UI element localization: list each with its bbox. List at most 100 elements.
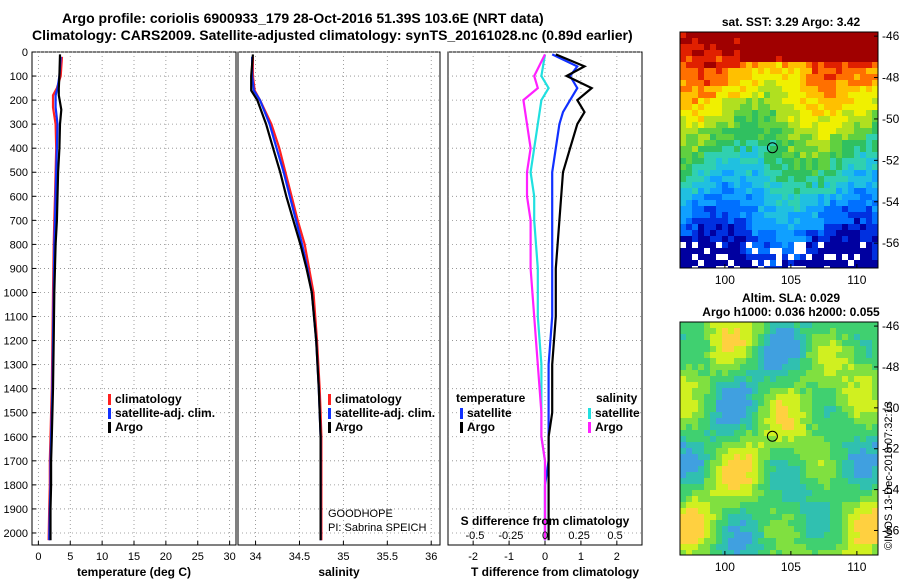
sla-heatmap-cell (746, 478, 752, 484)
sst-heatmap-cell (692, 218, 698, 224)
sla-heatmap-cell (728, 460, 734, 466)
sla-heatmap-cell (842, 376, 848, 382)
sst-heatmap-cell (812, 200, 818, 206)
sst-heatmap-cell (854, 248, 860, 254)
sst-heatmap-cell (686, 230, 692, 236)
sla-heatmap-cell (794, 508, 800, 514)
sst-heatmap-cell (842, 104, 848, 110)
sst-heatmap-cell (686, 116, 692, 122)
sla-heatmap-cell (680, 478, 686, 484)
sst-heatmap-cell (842, 62, 848, 68)
sla-heatmap-cell (842, 382, 848, 388)
sst-heatmap-cell (764, 236, 770, 242)
sst-heatmap-cell (812, 194, 818, 200)
sla-heatmap-cell (794, 340, 800, 346)
sla-heatmap-cell (704, 508, 710, 514)
sla-heatmap-cell (740, 346, 746, 352)
salinity-diff-xtick-label: -0.5 (465, 530, 484, 542)
sla-heatmap-cell (692, 538, 698, 544)
sla-heatmap-cell (800, 448, 806, 454)
sst-heatmap-cell (746, 260, 752, 266)
sst-heatmap-cell (734, 38, 740, 44)
sst-heatmap-cell (728, 236, 734, 242)
sst-heatmap-cell (716, 110, 722, 116)
sst-heatmap-cell (692, 134, 698, 140)
sst-heatmap-cell (806, 62, 812, 68)
sla-heatmap-cell (740, 364, 746, 370)
sla-heatmap-cell (872, 472, 878, 478)
sla-heatmap-cell (722, 544, 728, 550)
sla-heatmap-cell (806, 328, 812, 334)
sla-heatmap-cell (716, 352, 722, 358)
sst-heatmap-cell (854, 44, 860, 50)
sla-heatmap-cell (710, 532, 716, 538)
sst-heatmap-cell (734, 104, 740, 110)
salinity-diff-legend-title: salinity (596, 391, 638, 405)
temperature-xtick-label: 5 (67, 551, 73, 563)
sla-heatmap-cell (710, 448, 716, 454)
sla-heatmap-cell (854, 436, 860, 442)
sla-heatmap-cell (728, 514, 734, 520)
sla-heatmap-cell (680, 334, 686, 340)
sla-heatmap-cell (680, 406, 686, 412)
sst-heatmap-cell (716, 68, 722, 74)
sst-heatmap-cell (734, 44, 740, 50)
sst-heatmap-cell (854, 260, 860, 266)
sla-heatmap-cell (692, 466, 698, 472)
sla-heatmap-cell (854, 466, 860, 472)
sla-heatmap-cell (782, 466, 788, 472)
sla-heatmap-cell (866, 466, 872, 472)
sla-heatmap-cell (800, 322, 806, 328)
sla-heatmap-cell (824, 460, 830, 466)
sla-heatmap-cell (722, 490, 728, 496)
sst-heatmap-cell (752, 242, 758, 248)
sst-heatmap-cell (758, 152, 764, 158)
sla-heatmap-cell (782, 496, 788, 502)
sst-heatmap-cell (734, 266, 740, 268)
sla-heatmap-cell (788, 388, 794, 394)
sla-heatmap-cell (812, 550, 818, 555)
sst-heatmap-cell (782, 188, 788, 194)
sla-heatmap-cell (836, 496, 842, 502)
sla-heatmap-cell (824, 382, 830, 388)
sst-heatmap-cell (818, 50, 824, 56)
sst-heatmap-cell (692, 110, 698, 116)
sla-heatmap-cell (704, 448, 710, 454)
sst-heatmap-cell (740, 128, 746, 134)
sst-heatmap-cell (722, 206, 728, 212)
sst-heatmap-cell (794, 182, 800, 188)
sla-heatmap-cell (812, 526, 818, 532)
sst-heatmap-cell (836, 56, 842, 62)
sst-heatmap-cell (830, 176, 836, 182)
sst-heatmap-cell (746, 62, 752, 68)
sst-heatmap-cell (836, 248, 842, 254)
sla-heatmap-cell (770, 472, 776, 478)
sst-heatmap-cell (812, 140, 818, 146)
sla-heatmap-cell (692, 406, 698, 412)
sla-heatmap-cell (794, 544, 800, 550)
sst-heatmap-cell (848, 56, 854, 62)
sla-heatmap-cell (710, 400, 716, 406)
sla-heatmap-cell (824, 484, 830, 490)
sst-heatmap-cell (698, 92, 704, 98)
sst-heatmap-cell (728, 110, 734, 116)
sla-heatmap-cell (734, 514, 740, 520)
sla-heatmap-cell (794, 538, 800, 544)
sla-heatmap-cell (770, 442, 776, 448)
sla-heatmap-cell (764, 442, 770, 448)
sst-heatmap-cell (854, 254, 860, 260)
sla-heatmap-cell (800, 484, 806, 490)
sla-heatmap-cell (842, 526, 848, 532)
sst-heatmap-cell (866, 116, 872, 122)
sla-heatmap-cell (734, 484, 740, 490)
sla-heatmap-cell (758, 496, 764, 502)
sst-heatmap-cell (752, 248, 758, 254)
sla-heatmap-cell (680, 484, 686, 490)
sla-heatmap-cell (818, 484, 824, 490)
sla-heatmap-cell (692, 346, 698, 352)
sst-heatmap-cell (758, 80, 764, 86)
sla-heatmap-cell (776, 322, 782, 328)
sst-heatmap-cell (818, 80, 824, 86)
sst-heatmap-cell (872, 218, 878, 224)
sst-heatmap-cell (746, 266, 752, 268)
